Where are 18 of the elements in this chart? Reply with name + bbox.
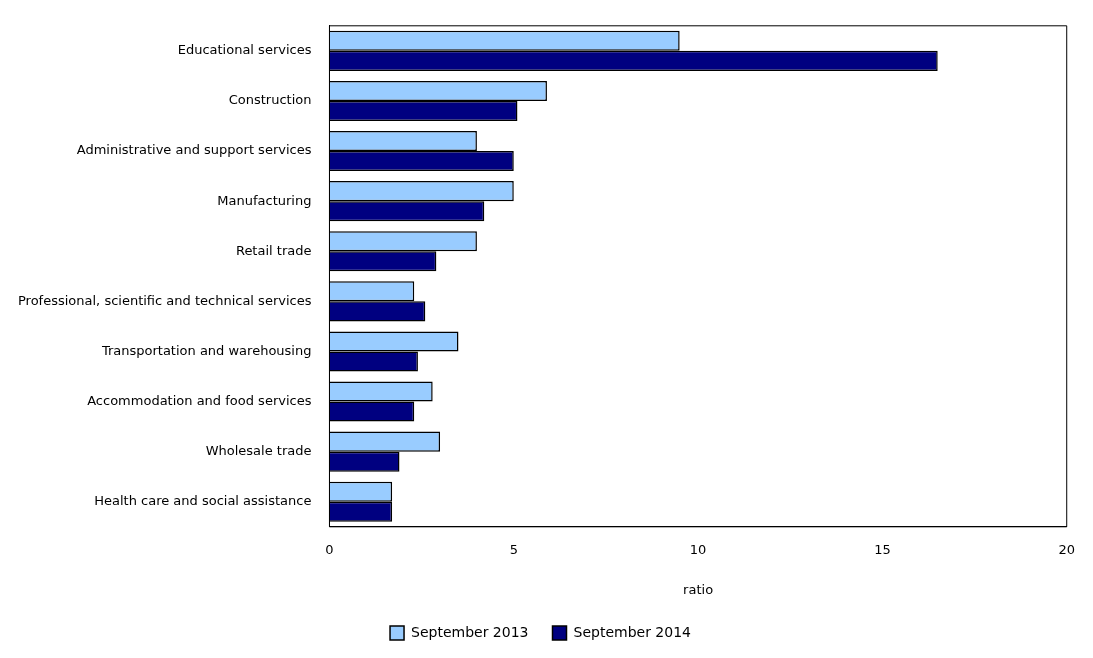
y-tick-label: Retail trade <box>235 242 312 258</box>
y-tick-label: Accommodation and food services <box>87 392 312 408</box>
x-tick-label: 15 <box>874 541 891 557</box>
y-tick-label: Educational services <box>177 42 312 58</box>
y-tick-label: Administrative and support services <box>76 142 312 158</box>
x-tick-label: 20 <box>1058 541 1075 557</box>
legend-label: September 2014 <box>573 623 692 640</box>
x-tick-label: 0 <box>325 541 334 557</box>
y-tick-label: Manufacturing <box>217 192 312 208</box>
x-tick-label: 10 <box>689 541 707 557</box>
x-tick-label: 5 <box>509 541 518 557</box>
y-tick-label: Construction <box>228 92 312 108</box>
legend-label: September 2013 <box>411 623 529 640</box>
y-tick-label: Wholesale trade <box>205 443 312 459</box>
y-tick-label: Transportation and warehousing <box>100 342 312 358</box>
y-tick-label: Health care and social assistance <box>94 493 312 509</box>
x-axis-title: ratio <box>683 581 714 597</box>
y-tick-label: Professional, scientific and technical services <box>17 292 312 308</box>
